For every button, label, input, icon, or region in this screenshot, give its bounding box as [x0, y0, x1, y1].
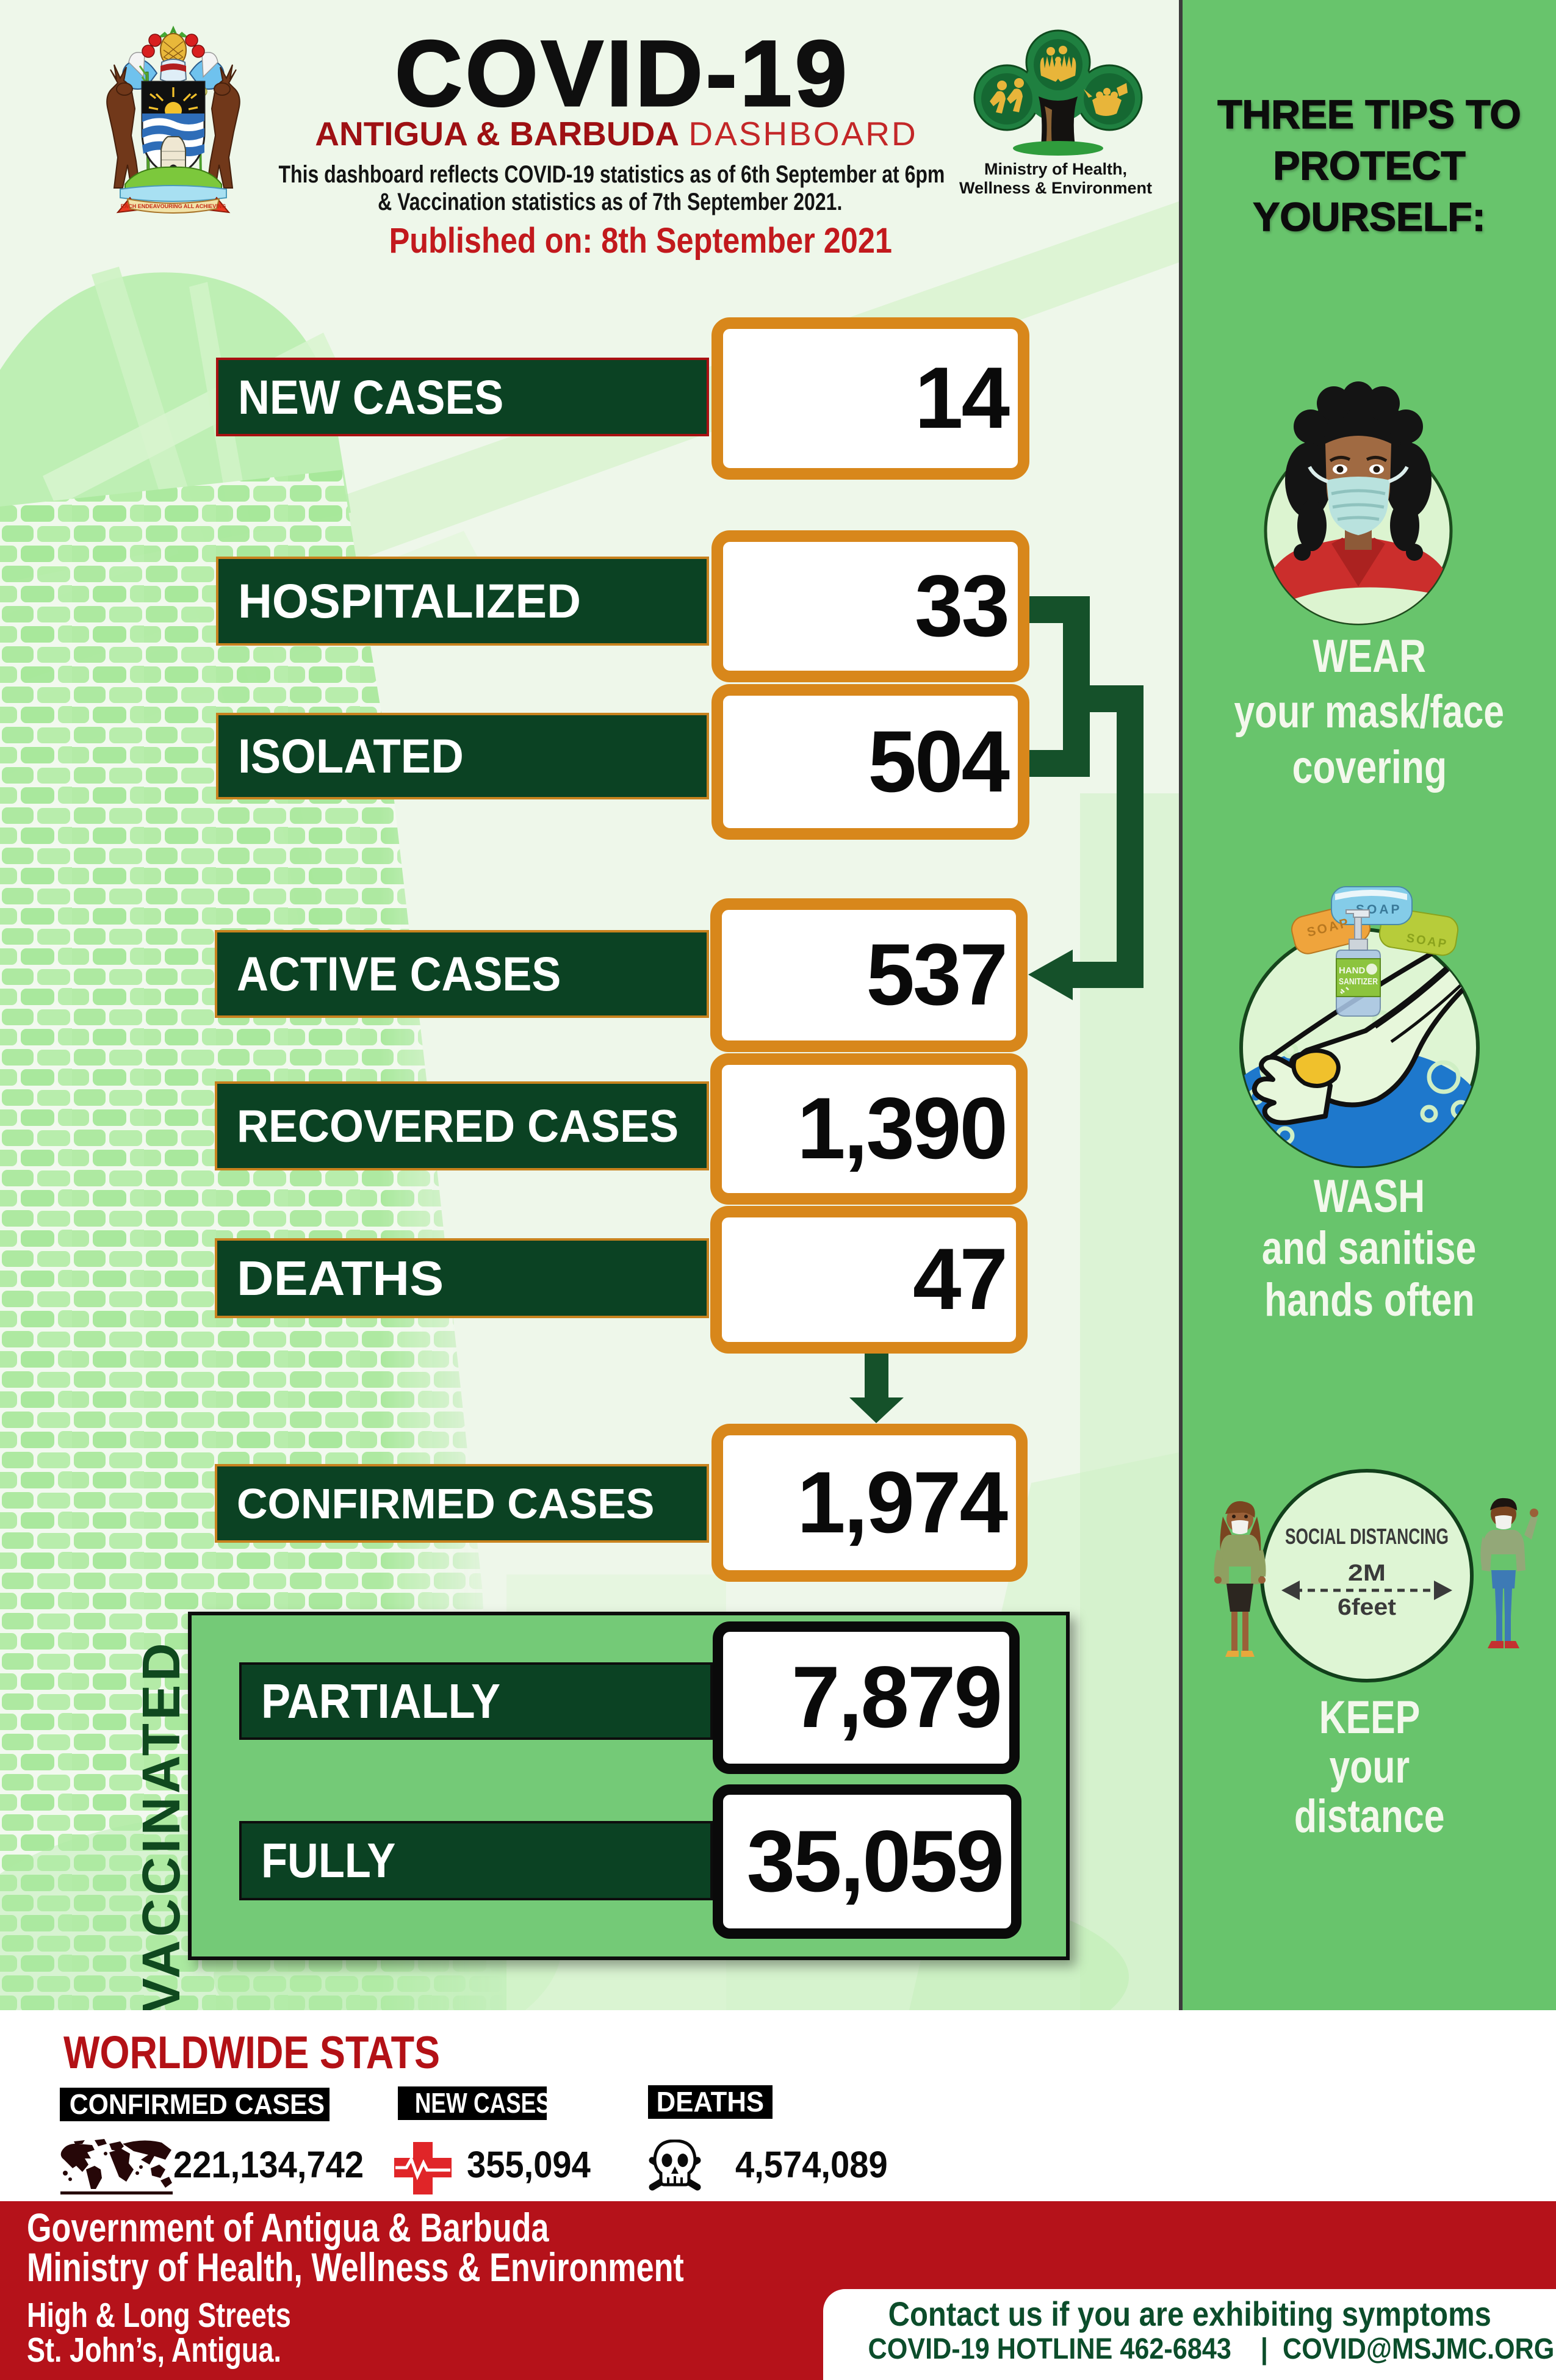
svg-text:6feet: 6feet: [1338, 1595, 1396, 1620]
svg-text:EACH ENDEAVOURING ALL ACHIEVIN: EACH ENDEAVOURING ALL ACHIEVING: [121, 203, 226, 209]
svg-text:SOCIAL DISTANCING: SOCIAL DISTANCING: [1285, 1524, 1449, 1549]
svg-text:SANITIZER: SANITIZER: [1339, 976, 1378, 987]
svg-text:2M: 2M: [1348, 1560, 1386, 1586]
svg-text:HAND: HAND: [1339, 965, 1365, 976]
